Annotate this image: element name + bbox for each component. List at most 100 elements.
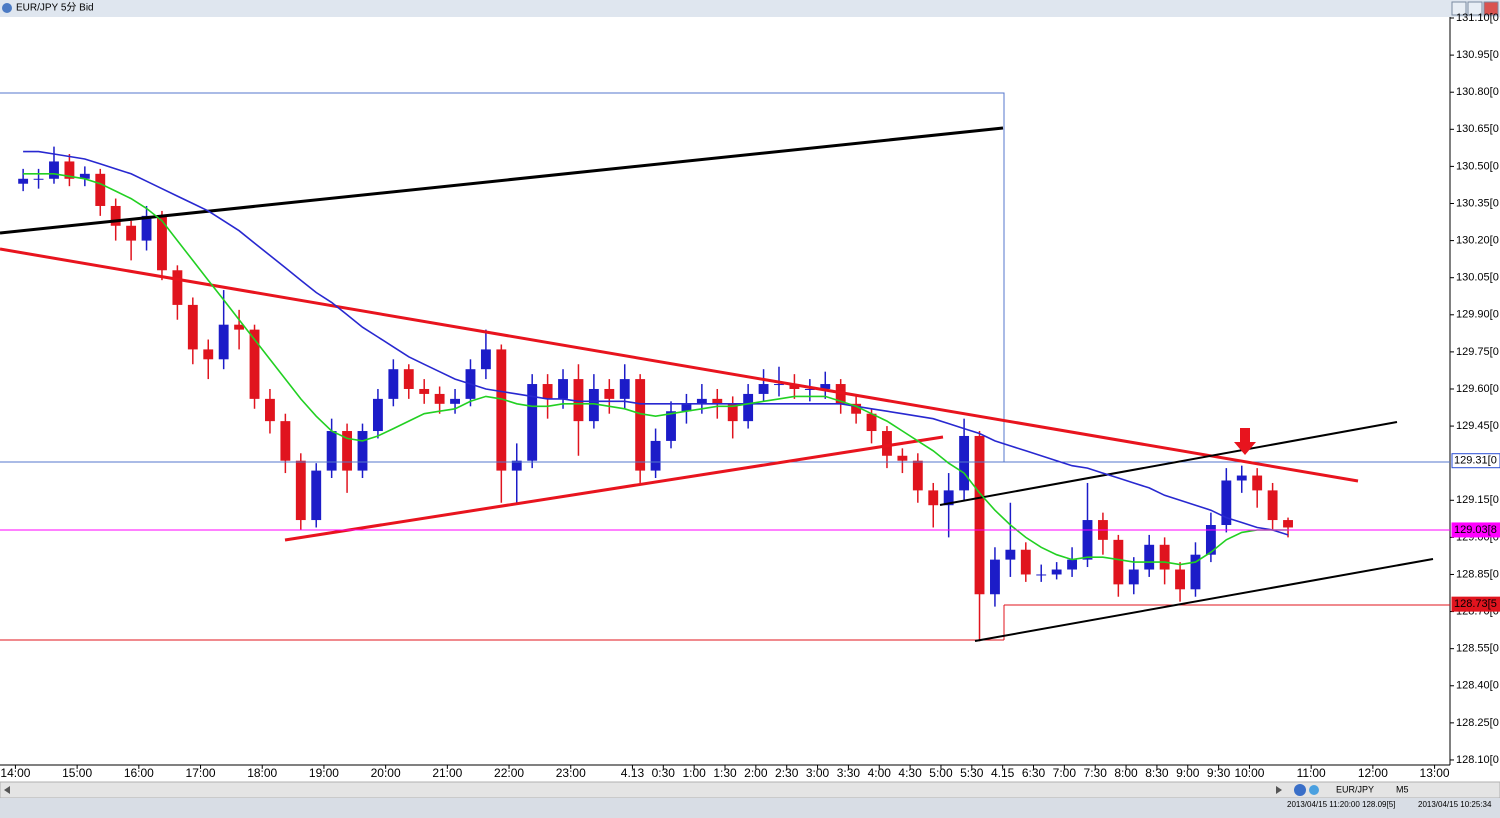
- x-tick-label: 4.15: [991, 766, 1015, 780]
- timeframe-selector[interactable]: M5: [1396, 784, 1409, 794]
- candle-body: [388, 369, 399, 399]
- x-tick-label: 7:00: [1053, 766, 1077, 780]
- moving-average: [23, 173, 1288, 566]
- y-tick-label: 130.65[0: [1456, 123, 1499, 135]
- maximize-button[interactable]: [1467, 1, 1483, 16]
- candle-body: [33, 178, 44, 180]
- y-tick-label: 129.75[0: [1456, 346, 1499, 358]
- minimize-button[interactable]: [1451, 1, 1467, 16]
- y-tick-label: 128.10[0: [1456, 754, 1499, 766]
- candle-body: [1175, 569, 1185, 590]
- candle-body: [419, 388, 430, 394]
- x-tick-label: 4:30: [898, 766, 922, 780]
- candle-body: [480, 349, 491, 370]
- moving-average: [23, 150, 1289, 536]
- x-tick-label: 7:30: [1084, 766, 1108, 780]
- candle-body: [727, 403, 738, 422]
- candle-body: [218, 324, 229, 360]
- x-tick-label: 11:00: [1297, 766, 1326, 780]
- candle-body: [1267, 490, 1278, 521]
- x-tick-label: 22:00: [494, 766, 524, 780]
- candle-body: [820, 384, 831, 389]
- x-tick-label: 3:30: [837, 766, 861, 780]
- x-tick-label: 5:00: [929, 766, 953, 780]
- candle-body: [249, 329, 260, 399]
- candle-body: [1159, 544, 1170, 570]
- candle-body: [882, 431, 892, 456]
- clock: 2013/04/15 10:25:34: [1418, 800, 1492, 809]
- candle-body: [64, 161, 75, 179]
- y-tick-label: 129.60[0: [1456, 383, 1499, 395]
- sync-icon[interactable]: [1294, 784, 1306, 796]
- y-tick-label: 130.05[0: [1456, 272, 1499, 284]
- candle-body: [141, 215, 152, 241]
- candle-body: [496, 349, 507, 471]
- candle-body: [696, 398, 707, 404]
- x-tick-label: 17:00: [186, 766, 216, 780]
- candle-body: [326, 431, 337, 471]
- x-tick-label: 10:00: [1234, 766, 1264, 780]
- x-tick-label: 5:30: [960, 766, 984, 780]
- candle-body: [357, 431, 368, 471]
- scrollbar[interactable]: [0, 781, 1500, 799]
- candle-body: [1005, 549, 1016, 560]
- candle-body: [1082, 520, 1093, 560]
- close-button[interactable]: [1483, 1, 1499, 16]
- candle-body: [1205, 525, 1216, 555]
- candle-body: [280, 421, 291, 461]
- candle-body: [928, 490, 939, 506]
- x-tick-label: 12:00: [1358, 766, 1388, 780]
- x-tick-label: 21:00: [432, 766, 462, 780]
- zoom-icon[interactable]: [1309, 785, 1319, 795]
- x-tick-label: 20:00: [371, 766, 401, 780]
- scroll-right[interactable]: [1276, 786, 1282, 794]
- candle-body: [573, 379, 584, 422]
- candle-body: [187, 304, 198, 350]
- candle-body: [588, 388, 599, 422]
- scroll-left[interactable]: [4, 786, 10, 794]
- x-tick-label: 8:00: [1114, 766, 1138, 780]
- candle-body: [18, 178, 29, 184]
- x-tick-label: 3:00: [806, 766, 830, 780]
- title-bar: [0, 0, 1500, 17]
- channel-line: [974, 558, 1434, 642]
- candle-body: [172, 270, 183, 305]
- candle-body: [203, 349, 214, 360]
- candle-body: [619, 379, 630, 399]
- x-tick-label: 18:00: [247, 766, 277, 780]
- x-tick-label: 2:30: [775, 766, 799, 780]
- range-box: [0, 92, 1005, 463]
- candle-body: [527, 384, 538, 461]
- candle-body: [1020, 549, 1031, 575]
- candle-body: [789, 384, 800, 389]
- candle-body: [912, 460, 923, 491]
- candle-body: [743, 393, 754, 422]
- candle-body: [1283, 520, 1293, 528]
- candle-body: [604, 388, 615, 399]
- candle-body: [372, 398, 383, 432]
- symbol-selector[interactable]: EUR/JPY: [1336, 784, 1374, 794]
- x-tick-label: 6:30: [1022, 766, 1046, 780]
- price-tag: [1451, 522, 1500, 538]
- y-tick-label: 128.25[0: [1456, 717, 1499, 729]
- candle-body: [434, 393, 445, 404]
- candle-body: [897, 455, 908, 461]
- candle-body: [712, 398, 723, 404]
- candle-body: [79, 173, 90, 179]
- candle-body: [666, 411, 676, 441]
- window-icon: [2, 3, 12, 13]
- candle-body: [758, 384, 769, 394]
- candle-body: [450, 398, 460, 404]
- x-tick-label: 15:00: [62, 766, 92, 780]
- x-tick-label: 14:00: [0, 766, 30, 780]
- x-tick-label: 19:00: [309, 766, 339, 780]
- x-tick-label: 4:00: [868, 766, 892, 780]
- candle-body: [1190, 554, 1201, 590]
- y-tick-label: 128.85[0: [1456, 568, 1499, 580]
- candle-body: [1144, 544, 1155, 570]
- y-tick-label: 129.90[0: [1456, 309, 1499, 321]
- candle-body: [558, 379, 568, 399]
- status-bar: [0, 798, 1500, 818]
- candle-body: [1051, 569, 1062, 575]
